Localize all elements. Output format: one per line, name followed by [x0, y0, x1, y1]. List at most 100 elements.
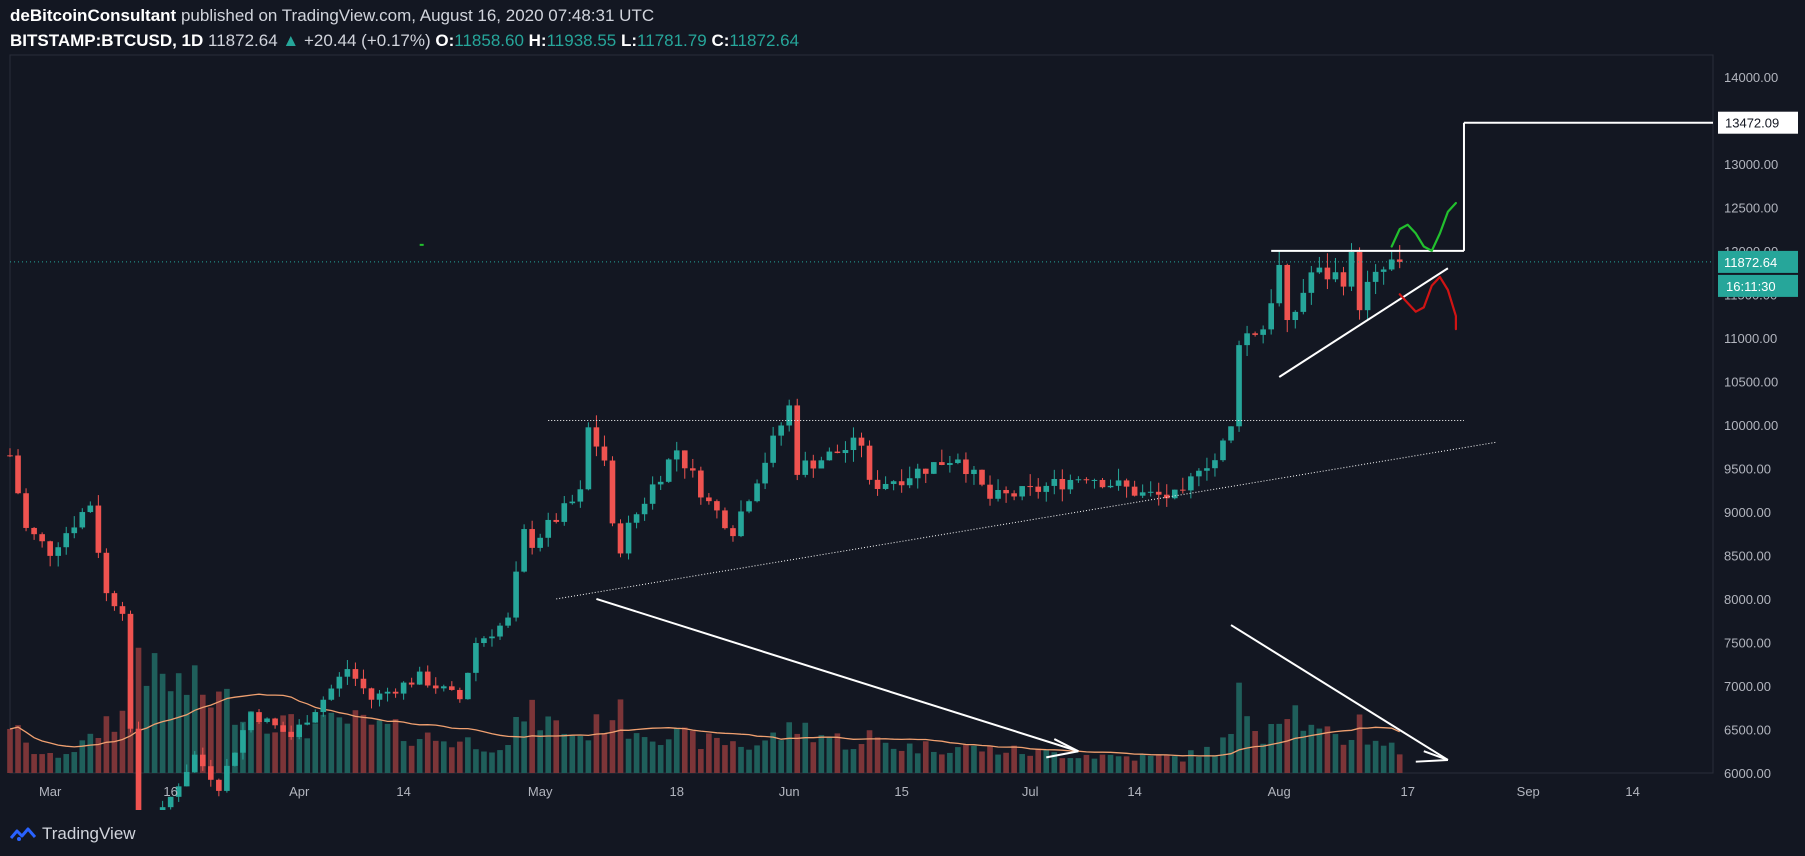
candle-body[interactable] — [706, 497, 712, 502]
candle-body[interactable] — [1011, 493, 1017, 497]
candle-body[interactable] — [232, 752, 238, 766]
candle-body[interactable] — [987, 484, 993, 499]
candle-body[interactable] — [15, 455, 21, 494]
candle-body[interactable] — [1139, 492, 1146, 496]
candle-body[interactable] — [1268, 303, 1274, 330]
candle-body[interactable] — [1236, 345, 1242, 427]
candle-body[interactable] — [1332, 272, 1339, 280]
candle-body[interactable] — [1067, 479, 1074, 490]
candle-body[interactable] — [47, 541, 53, 556]
candle-body[interactable] — [689, 468, 696, 471]
candle-body[interactable] — [537, 537, 543, 548]
candle-body[interactable] — [939, 462, 945, 465]
candle-body[interactable] — [842, 450, 849, 454]
candle-body[interactable] — [874, 479, 881, 489]
tradingview-logo-icon[interactable] — [10, 826, 36, 842]
candle-body[interactable] — [1171, 489, 1178, 499]
candle-body[interactable] — [778, 425, 784, 436]
symbol-label[interactable]: BITSTAMP:BTCUSD, 1D — [10, 31, 204, 50]
candle-body[interactable] — [1003, 489, 1009, 494]
candle-body[interactable] — [1204, 468, 1210, 471]
candle-body[interactable] — [408, 682, 415, 685]
candle-body[interactable] — [1380, 269, 1387, 272]
candle-body[interactable] — [280, 725, 286, 732]
candle-body[interactable] — [947, 463, 953, 465]
candle-body[interactable] — [481, 638, 487, 644]
candle-body[interactable] — [794, 405, 801, 475]
candle-body[interactable] — [1356, 252, 1363, 311]
candle-body[interactable] — [135, 728, 142, 810]
candle-body[interactable] — [681, 450, 688, 469]
candle-body[interactable] — [79, 512, 86, 528]
candle-body[interactable] — [714, 501, 720, 511]
candle-body[interactable] — [392, 691, 399, 694]
candle-body[interactable] — [930, 462, 937, 474]
candle-body[interactable] — [601, 446, 608, 461]
candle-body[interactable] — [497, 625, 503, 637]
candle-body[interactable] — [786, 405, 793, 426]
candle-body[interactable] — [818, 460, 825, 469]
candle-body[interactable] — [328, 688, 335, 700]
candle-body[interactable] — [1228, 426, 1234, 441]
candle-body[interactable] — [914, 468, 921, 479]
candle-body[interactable] — [240, 730, 246, 753]
candle-body[interactable] — [336, 676, 343, 689]
candle-body[interactable] — [1035, 486, 1042, 492]
candle-body[interactable] — [1340, 272, 1347, 287]
tradingview-brand[interactable]: TradingView — [42, 824, 136, 843]
candle-body[interactable] — [850, 437, 857, 451]
candle-body[interactable] — [1059, 478, 1066, 490]
candle-body[interactable] — [762, 462, 768, 484]
candle-body[interactable] — [1396, 259, 1403, 262]
candle-body[interactable] — [585, 427, 592, 490]
time-axis[interactable]: Mar 16 Apr 14 May 18 Jun 15 Jul 14 Aug 17 Sep 14 — [39, 784, 1640, 799]
candle-body[interactable] — [1212, 460, 1218, 469]
candle-body[interactable] — [1316, 267, 1323, 273]
candle-body[interactable] — [416, 671, 423, 685]
candle-body[interactable] — [770, 435, 776, 463]
candle-body[interactable] — [384, 691, 391, 694]
candle-body[interactable] — [593, 427, 600, 447]
candle-body[interactable] — [834, 451, 841, 454]
candle-body[interactable] — [1051, 478, 1058, 486]
candle-body[interactable] — [545, 519, 552, 538]
candle-body[interactable] — [119, 606, 126, 614]
candle-body[interactable] — [569, 501, 576, 504]
candle-body[interactable] — [183, 771, 190, 787]
candle-body[interactable] — [826, 451, 833, 461]
candle-body[interactable] — [1075, 479, 1082, 481]
candle-body[interactable] — [698, 470, 704, 498]
candle-body[interactable] — [641, 503, 648, 515]
candle-body[interactable] — [922, 468, 929, 474]
candle-body[interactable] — [264, 718, 270, 722]
candle-body[interactable] — [971, 469, 977, 475]
candle-body[interactable] — [432, 685, 439, 689]
price-chart[interactable]: 14000.0013500.0013000.0012500.0012000.00… — [0, 0, 1805, 810]
candle-body[interactable] — [191, 754, 198, 772]
candle-body[interactable] — [1284, 264, 1291, 321]
candle-body[interactable] — [1099, 479, 1106, 488]
candle-body[interactable] — [352, 669, 359, 679]
candle-body[interactable] — [955, 459, 961, 464]
candle-body[interactable] — [979, 469, 985, 485]
candle-body[interactable] — [199, 754, 206, 767]
candle-body[interactable] — [320, 699, 327, 713]
candle-body[interactable] — [738, 511, 744, 537]
candle-body[interactable] — [995, 489, 1001, 499]
candle-body[interactable] — [1220, 440, 1226, 461]
candle-body[interactable] — [288, 731, 294, 737]
candle-body[interactable] — [625, 522, 632, 554]
candle-body[interactable] — [465, 672, 471, 700]
candle-body[interactable] — [882, 483, 889, 489]
candle-body[interactable] — [754, 483, 760, 502]
candle-body[interactable] — [31, 527, 37, 535]
candle-body[interactable] — [577, 489, 584, 502]
candle-body[interactable] — [272, 718, 278, 726]
candle-body[interactable] — [1107, 485, 1114, 488]
candle-body[interactable] — [87, 505, 94, 513]
candle-body[interactable] — [167, 796, 174, 808]
price-axis[interactable]: 14000.0013500.0013000.0012500.0012000.00… — [1718, 70, 1798, 781]
candle-body[interactable] — [505, 617, 511, 626]
candle-body[interactable] — [111, 593, 118, 607]
candle-body[interactable] — [248, 712, 254, 731]
